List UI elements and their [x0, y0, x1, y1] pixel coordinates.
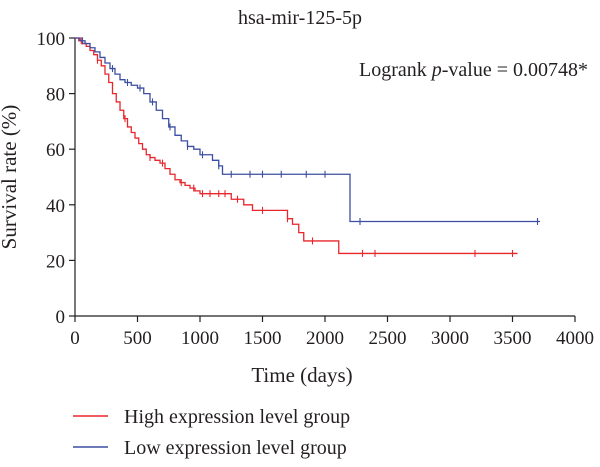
axes: 0 500 1000 1500 2000 2500 3000 3500 4000 0 20 40 60 8… [37, 29, 595, 349]
y-axis-title: Survival rate (%) [0, 105, 21, 250]
x-tick-label: 2500 [369, 328, 407, 349]
y-tick-label: 80 [46, 85, 65, 106]
y-tick-label: 100 [37, 29, 66, 50]
survival-curves [75, 37, 540, 257]
x-tick-label: 3000 [431, 328, 469, 349]
x-tick-label: 500 [123, 328, 152, 349]
x-axis-title: Time (days) [251, 363, 352, 387]
y-tick-label: 40 [46, 196, 65, 217]
x-tick-label: 1500 [244, 328, 282, 349]
x-tick-label: 0 [70, 328, 80, 349]
x-tick-label: 3500 [494, 328, 532, 349]
legend-label-low: Low expression level group [124, 437, 347, 459]
logrank-annotation: Logrank p-value = 0.00748* [359, 59, 588, 81]
y-tick-label: 60 [46, 140, 65, 161]
chart-title: hsa-mir-125-5p [238, 7, 362, 29]
x-tick-label: 2000 [306, 328, 344, 349]
legend: High expression level group Low expressi… [73, 406, 350, 459]
series-line-0 [75, 37, 518, 255]
legend-label-high: High expression level group [124, 406, 350, 428]
y-tick-label: 20 [46, 251, 65, 272]
x-tick-label: 1000 [181, 328, 219, 349]
x-tick-label: 4000 [556, 328, 594, 349]
y-tick-label: 0 [56, 307, 66, 328]
